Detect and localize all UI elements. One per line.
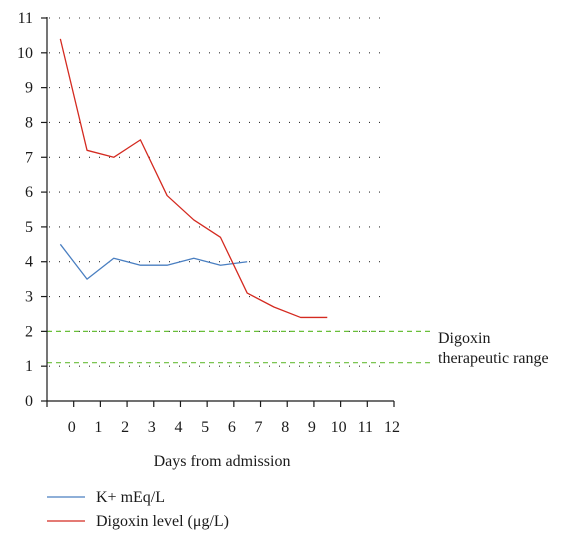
- x-tick-label: 2: [121, 419, 129, 436]
- therapeutic-range-label-line1: Digoxin: [438, 330, 490, 347]
- x-tick-label: 6: [228, 419, 236, 436]
- series-lines: [59, 38, 328, 319]
- y-tick-label: 5: [25, 219, 33, 236]
- y-tick-label: 4: [25, 254, 33, 271]
- x-tick-label: 5: [201, 419, 209, 436]
- y-tick-label: 11: [18, 10, 33, 27]
- x-tick-label: 9: [308, 419, 316, 436]
- y-tick-label: 10: [17, 45, 33, 62]
- x-tick-labels: 0 1 2 3 4 5 6 7 8 9 10 11 12: [68, 419, 400, 436]
- x-axis-title: Days from admission: [154, 453, 291, 470]
- y-tick-labels: 0 1 2 3 4 5 6 7 8 9 10 11: [17, 10, 33, 410]
- therapeutic-range-lines: [47, 330, 432, 364]
- y-tick-label: 6: [25, 184, 33, 201]
- x-tick-label: 10: [331, 419, 347, 436]
- x-tick-label: 4: [174, 419, 182, 436]
- y-tick-label: 8: [25, 114, 33, 131]
- grid-lines: [49, 17, 385, 367]
- y-tick-label: 7: [25, 149, 33, 166]
- legend: K+ mEq/L Digoxin level (μg/L): [47, 489, 229, 530]
- y-tick-label: 1: [25, 358, 33, 375]
- y-tick-label: 3: [25, 289, 33, 306]
- legend-label-digoxin: Digoxin level (μg/L): [96, 513, 229, 530]
- series-line-digoxin: [59, 38, 328, 319]
- x-tick-label: 12: [384, 419, 400, 436]
- x-tick-label: 8: [281, 419, 289, 436]
- x-tick-label: 11: [358, 419, 373, 436]
- x-tick-label: 1: [94, 419, 102, 436]
- therapeutic-range-label-line2: therapeutic range: [438, 350, 549, 367]
- series-line-potassium: [59, 243, 248, 280]
- x-tick-label: 0: [68, 419, 76, 436]
- x-tick-label: 3: [148, 419, 156, 436]
- y-tick-label: 0: [25, 393, 33, 410]
- axes: [41, 17, 395, 407]
- y-tick-label: 2: [25, 323, 33, 340]
- legend-label-k: K+ mEq/L: [96, 489, 165, 506]
- y-tick-label: 9: [25, 80, 33, 97]
- x-tick-label: 7: [255, 419, 263, 436]
